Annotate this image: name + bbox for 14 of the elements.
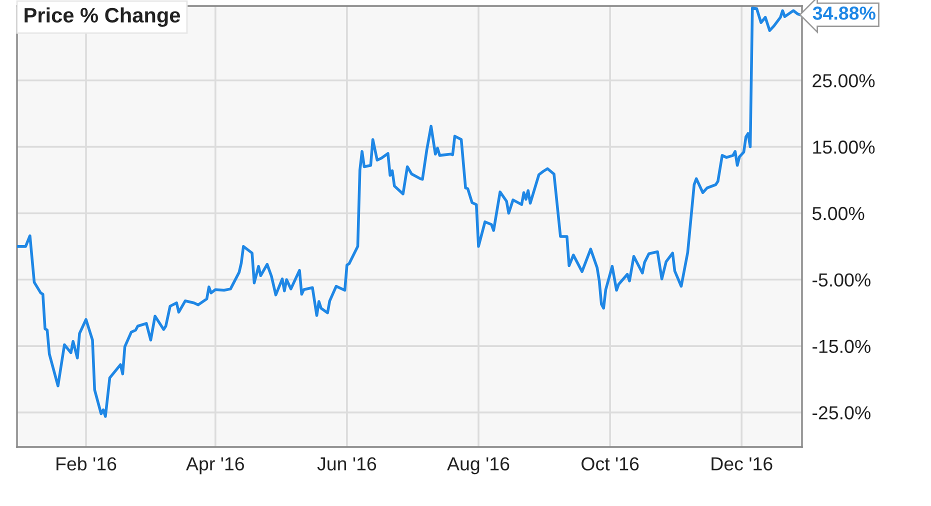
x-tick-label: Apr '16 [186, 457, 244, 474]
x-tick-label: Oct '16 [582, 457, 639, 470]
y-tick-label: -15.0% [812, 340, 870, 354]
x-tick-label: Aug '16 [447, 457, 510, 474]
chart-title: Price % Change [24, 7, 180, 27]
y-tick-label: -5.00% [812, 273, 870, 287]
y-tick-label: 15.00% [813, 140, 875, 154]
y-tick-label: 25.00% [812, 74, 875, 88]
annotation: 34.88% [812, 6, 876, 20]
y-tick-label: 5.00% [812, 206, 864, 220]
x-tick-label: Feb '16 [56, 456, 116, 470]
x-tick-label: Jun '16 [317, 457, 376, 470]
x-tick-label: Dec '16 [712, 457, 772, 470]
y-tick-label: -25.0% [812, 406, 870, 420]
